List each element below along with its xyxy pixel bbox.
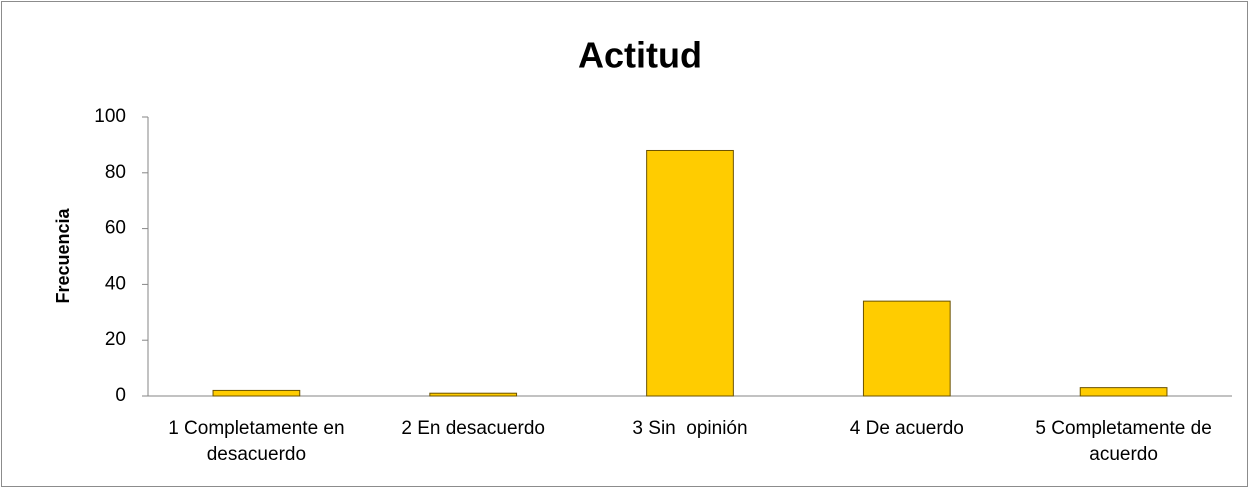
bar: [862, 300, 951, 397]
y-axis-label: Frecuencia: [53, 207, 73, 303]
bar: [429, 392, 518, 397]
x-tick-label: 1 Completamente en desacuerdo: [168, 418, 350, 465]
x-tick-label: 3 Sin opinión: [632, 418, 748, 439]
x-tick-label: 5 Completamente de acuerdo: [1035, 418, 1218, 465]
y-tick-label: 40: [105, 273, 126, 294]
y-tick-label: 100: [94, 106, 126, 127]
bar: [212, 389, 301, 397]
y-tick-label: 60: [105, 218, 126, 239]
chart-title: Actitud: [578, 35, 702, 76]
y-tick-label: 80: [105, 162, 126, 183]
bar: [1079, 387, 1168, 397]
y-tick-label: 0: [115, 385, 126, 406]
bar: [646, 149, 734, 397]
x-tick-label: 4 De acuerdo: [849, 418, 964, 439]
y-tick-label: 20: [105, 329, 126, 350]
x-tick-label: 2 En desacuerdo: [401, 418, 546, 439]
